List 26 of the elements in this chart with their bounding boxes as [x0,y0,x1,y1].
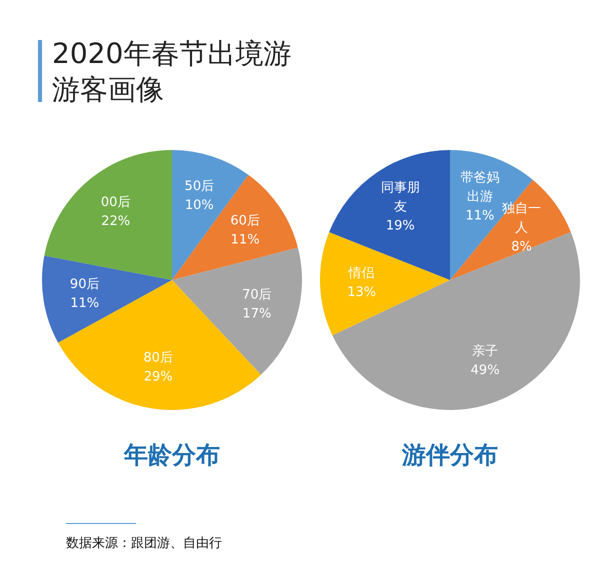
data-label: 17% [242,306,272,322]
data-label: 11% [465,208,494,224]
data-label: 19% [386,218,415,234]
slice-label: 70后 [242,288,272,303]
slice-label: 亲子 [472,344,498,360]
slice-label: 80后 [143,350,173,366]
text: 年龄分布 [123,441,220,469]
data-label: 11% [230,232,260,248]
data-label: 11% [70,296,100,311]
data-label: 10% [184,198,214,213]
data-label: 22% [101,214,130,229]
text: 游伴分布 [401,441,498,469]
slice-label: 50后 [184,178,214,194]
data-label: 49% [470,363,500,378]
slice-label: 同事朋友 [380,180,420,214]
slice-label: 独自一人 [502,202,542,236]
slice-label: 90后 [70,276,100,292]
data-label: 13% [347,284,376,300]
slice-label: 60后 [230,213,260,228]
slice-label: 带爸妈出游 [460,170,500,204]
slice-label: 00后 [100,194,130,210]
data-label: 29% [144,369,173,384]
text: 2020年春节出境游游客画像 [52,36,292,108]
slice-label: 情侣 [348,266,375,281]
data-label: 8% [511,240,532,255]
source-note: 数据来源：跟团游、自由行 [66,535,222,552]
